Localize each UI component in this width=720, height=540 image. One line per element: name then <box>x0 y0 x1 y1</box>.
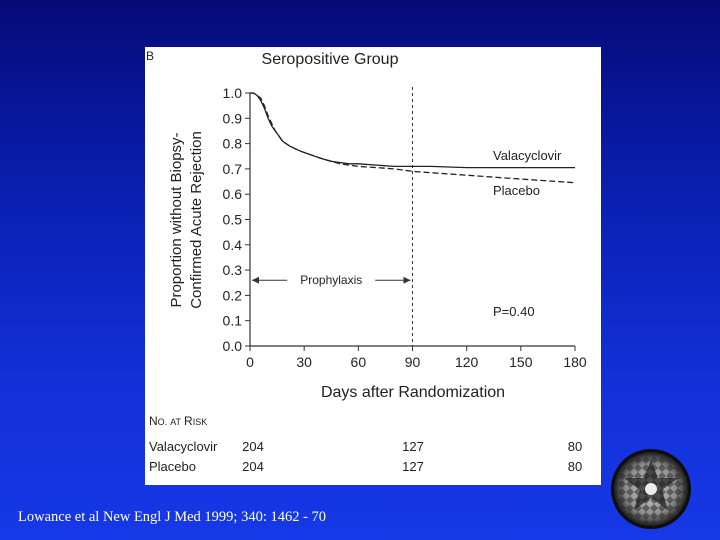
y-tick-label: 0.0 <box>223 338 243 354</box>
y-tick-label: 0.3 <box>223 262 243 278</box>
y-tick-label: 0.1 <box>223 313 243 329</box>
at-risk-header: NO. AT RISK <box>149 414 207 428</box>
series-label-valacyclovir: Valacyclovir <box>493 148 562 163</box>
survival-chart: B Seropositive Group Proportion without … <box>146 49 587 474</box>
prophylaxis-label: Prophylaxis <box>300 273 362 287</box>
at-risk-cell: 80 <box>568 459 582 474</box>
arrowhead-left-icon <box>252 276 259 284</box>
x-tick-label: 180 <box>563 354 587 370</box>
y-tick-label: 0.4 <box>223 237 243 253</box>
series-line-valacyclovir <box>250 92 575 169</box>
at-risk-cell: 80 <box>568 439 582 454</box>
p-value-label: P=0.40 <box>493 304 535 319</box>
arrowhead-right-icon <box>403 276 411 284</box>
at-risk-header-o: O. <box>158 417 168 427</box>
prophylaxis-annotation: Prophylaxis <box>252 273 411 287</box>
y-tick-label: 0.7 <box>223 161 243 177</box>
y-ticks: 0.0 0.1 0.2 0.3 0.4 0.5 0.6 0.7 0.8 0.9 1.0 <box>223 85 250 354</box>
x-tick-label: 60 <box>351 354 367 370</box>
y-tick-label: 0.8 <box>223 136 243 152</box>
circle-limit-tessellation-icon <box>611 449 691 529</box>
figure-panel: B Seropositive Group Proportion without … <box>145 47 601 485</box>
at-risk-header-r: R <box>184 414 193 428</box>
at-risk-row-label: Valacyclovir <box>149 439 218 454</box>
at-risk-row-label: Placebo <box>149 459 196 474</box>
y-axis-title: Proportion without Biopsy- Confirmed Acu… <box>168 131 205 309</box>
x-tick-label: 30 <box>296 354 312 370</box>
x-tick-label: 90 <box>405 354 421 370</box>
x-axis-title: Days after Randomization <box>321 384 505 401</box>
y-tick-label: 0.2 <box>223 287 243 303</box>
y-tick-label: 0.6 <box>223 186 243 202</box>
at-risk-cell: 127 <box>402 439 424 454</box>
y-axis-title-line-1: Proportion without Biopsy- <box>168 132 185 307</box>
y-tick-label: 1.0 <box>223 85 243 101</box>
at-risk-cell: 204 <box>242 459 264 474</box>
at-risk-cell: 204 <box>242 439 264 454</box>
citation: Lowance et al New Engl J Med 1999; 340: … <box>18 509 327 525</box>
x-tick-label: 0 <box>246 354 254 370</box>
at-risk-header-n: N <box>149 414 158 428</box>
series-label-placebo: Placebo <box>493 183 540 198</box>
x-ticks: 0 30 60 90 120 150 180 <box>246 346 587 370</box>
at-risk-table: NO. AT RISK Valacyclovir 204 127 80 Placeb… <box>149 414 582 474</box>
at-risk-header-isk: ISK <box>193 417 208 427</box>
at-risk-header-at: AT <box>170 417 181 427</box>
y-tick-label: 0.9 <box>223 110 243 126</box>
panel-label: B <box>146 49 154 63</box>
series-line-placebo <box>250 92 576 184</box>
y-axis-title-line-2: Confirmed Acute Rejection <box>188 131 205 309</box>
chart-title: Seropositive Group <box>262 51 399 68</box>
y-tick-label: 0.5 <box>223 212 243 228</box>
x-tick-label: 150 <box>509 354 533 370</box>
at-risk-cell: 127 <box>402 459 424 474</box>
x-tick-label: 120 <box>455 354 479 370</box>
